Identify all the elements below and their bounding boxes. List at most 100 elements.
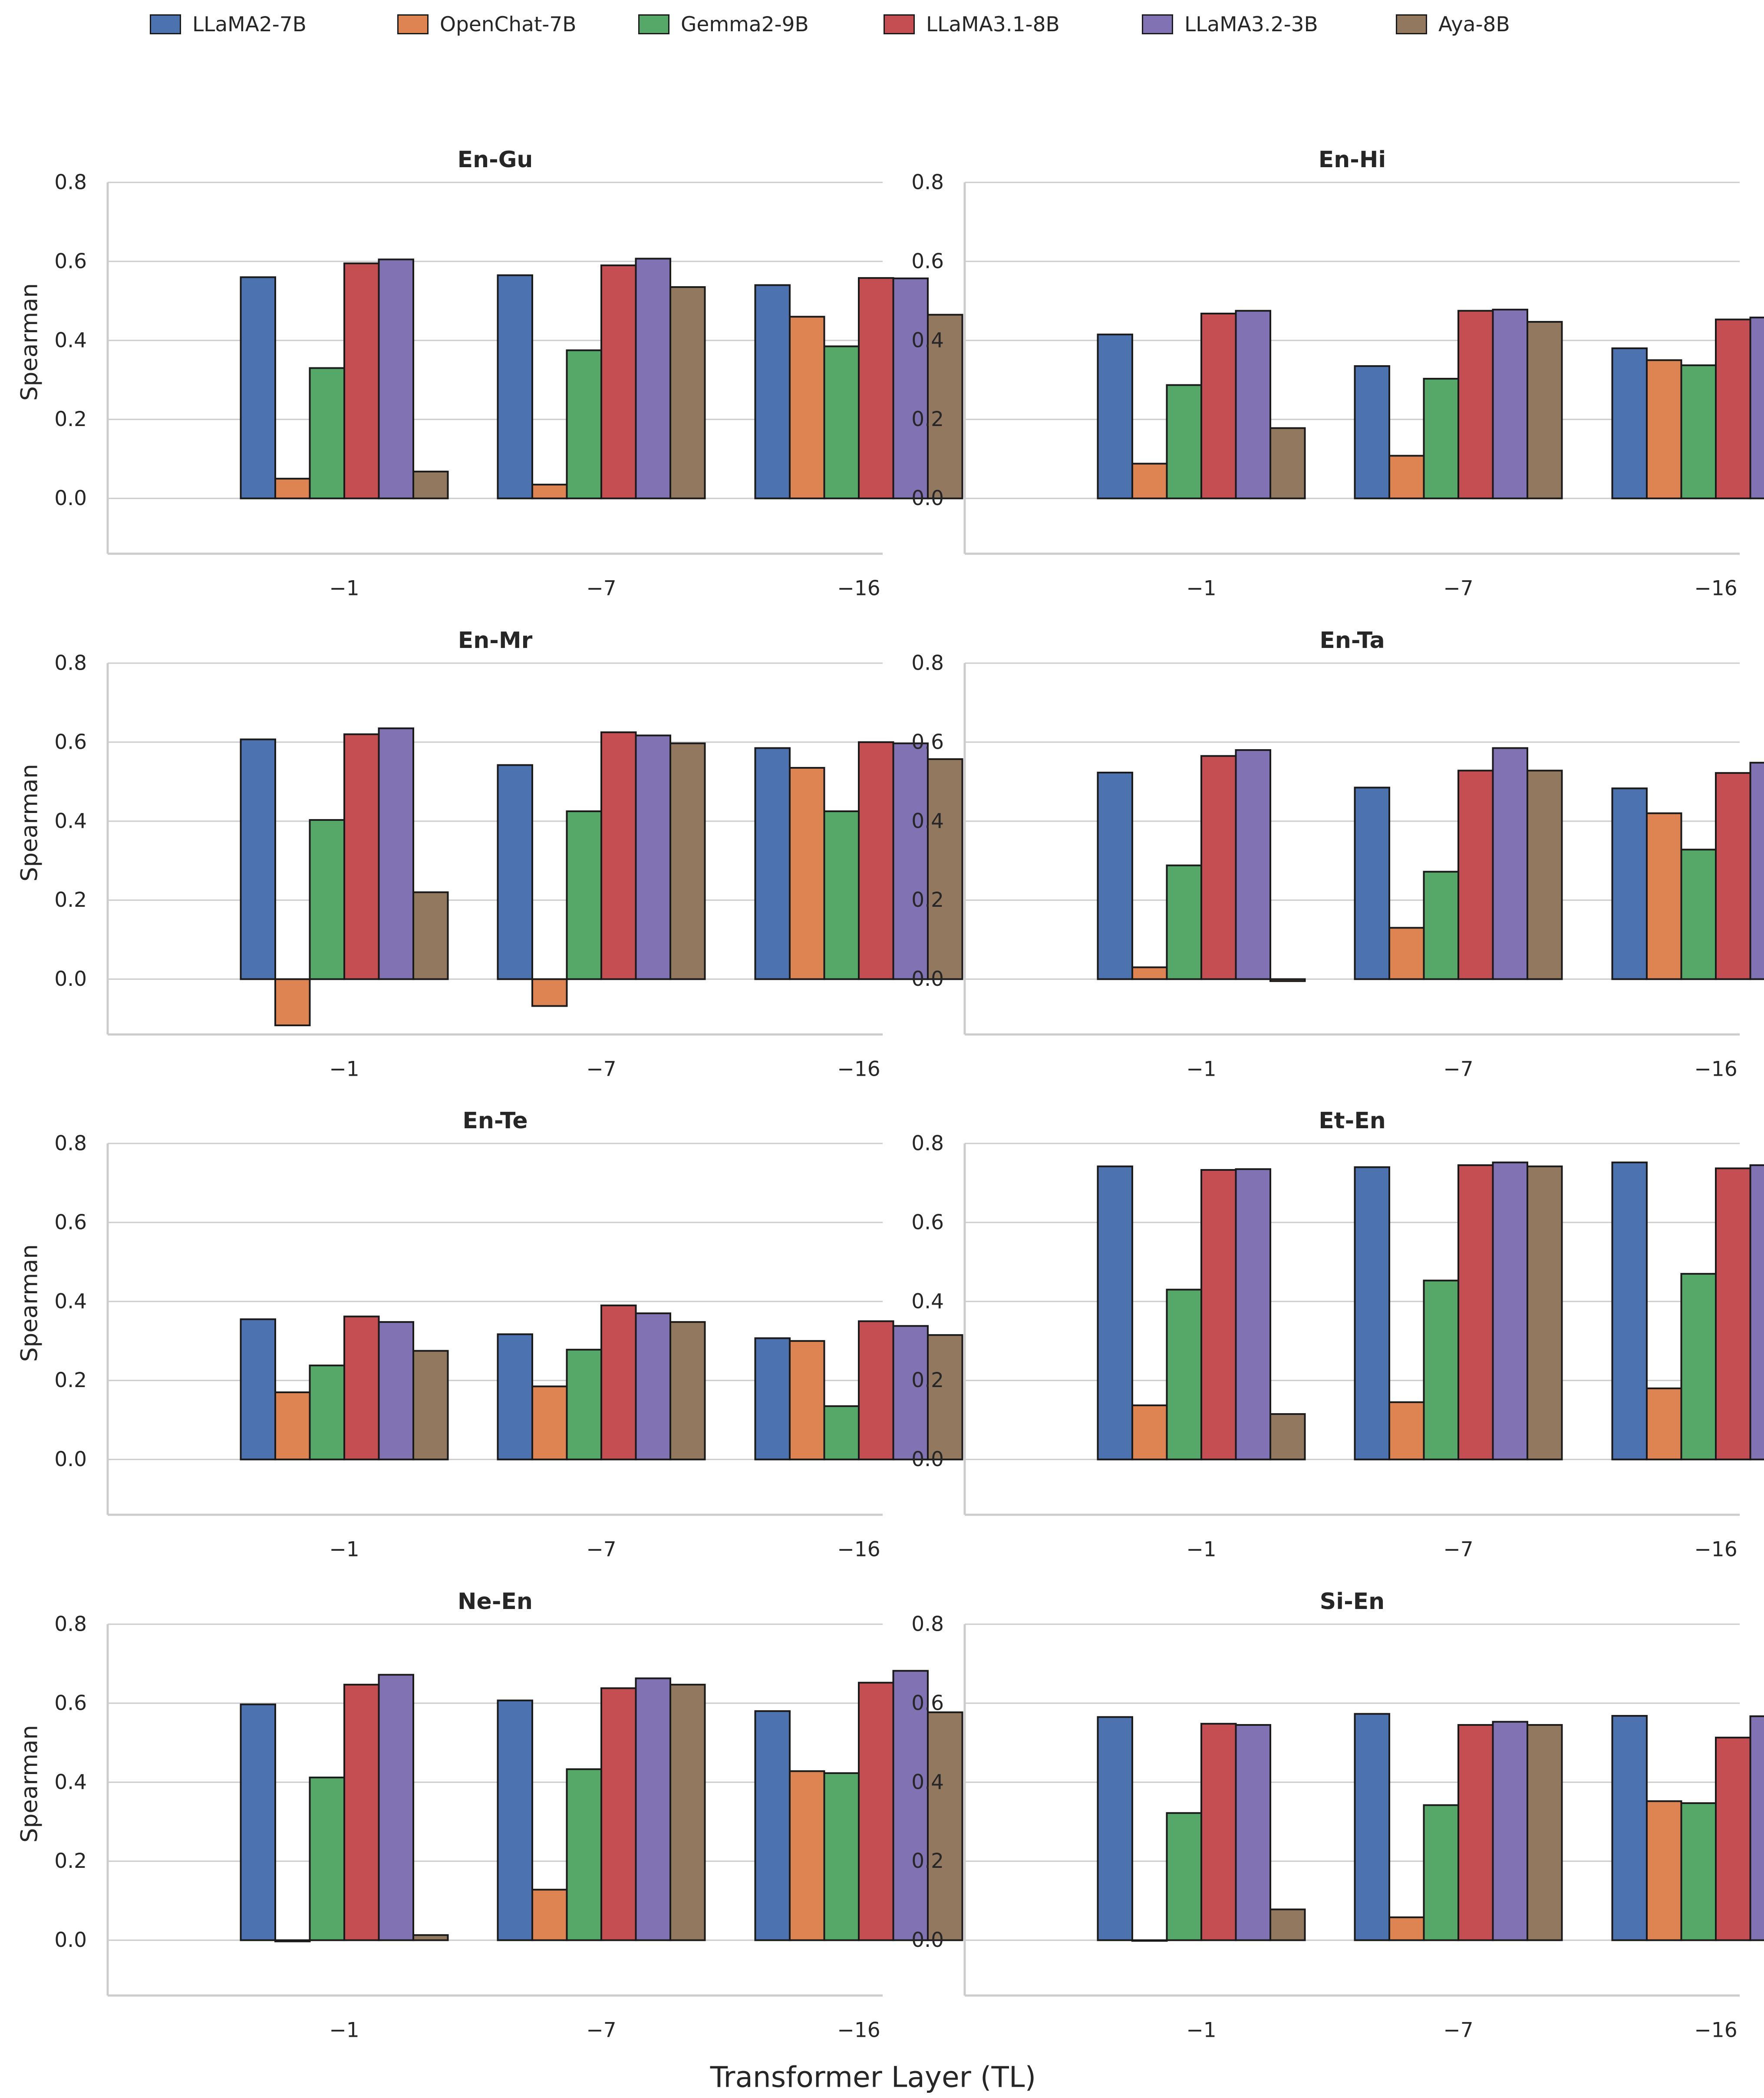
legend-item: Gemma2-9B [638,11,809,37]
bar [343,733,380,980]
y-tick-label: 0.4 [911,809,944,833]
bar [497,1333,533,1460]
x-tick-label: −16 [1694,1057,1737,1081]
bar [1097,334,1133,499]
legend-swatch [150,14,181,34]
bar [1715,1737,1751,1941]
bar [1527,321,1563,499]
bar [892,742,929,980]
bar [1680,364,1717,499]
bar [566,1768,602,1941]
legend-swatch [884,14,915,34]
bar [1646,1800,1682,1941]
bar [635,1312,671,1460]
x-tick-label: −16 [1694,577,1737,601]
legend: LLaMA2-7B OpenChat-7B Gemma2-9B LLaMA3.1-8B… [0,0,1764,56]
y-tick-label: 0.6 [911,1691,944,1715]
bar [823,810,860,980]
y-tick-label: 0.4 [54,328,87,352]
bar [823,1405,860,1460]
x-tick-label: −7 [1443,577,1473,601]
bar [1200,1723,1237,1941]
bar [1492,308,1528,499]
bar [1166,384,1202,499]
y-tick-label: 0.0 [911,1928,944,1952]
bar [669,1684,706,1941]
legend-item: OpenChat-7B [397,11,576,37]
y-tick-label: 0.8 [911,1612,944,1636]
bar [789,767,825,980]
subplot-title: Si-En [1320,1589,1385,1615]
x-tick-label: −1 [1186,1057,1216,1081]
bar [1527,770,1563,980]
bar [1457,1164,1494,1460]
bar [823,345,860,499]
bar [1269,1413,1306,1460]
y-tick-label: 0.2 [911,407,944,431]
y-tick-label: 0.8 [54,171,87,195]
bar [1680,1273,1717,1460]
bar [789,1340,825,1460]
bar [412,891,449,980]
y-tick-label: 0.4 [911,1289,944,1313]
bar [497,764,533,980]
bar [1354,365,1390,499]
bar [1354,1713,1390,1941]
y-tick-label: 0.6 [911,249,944,273]
bar [309,1776,345,1941]
bar [789,316,825,499]
bar [1492,1721,1528,1941]
bar [1611,1161,1648,1460]
bar [600,1304,637,1460]
bar [1611,787,1648,980]
subplot-en-mr: 0.0 0.2 0.4 0.6 0.8 −1 −7 −16 En-Mr Spearman [16,628,963,1081]
bar [754,747,791,980]
y-tick-label: 0.8 [911,171,944,195]
legend-label: Aya-8B [1438,12,1510,36]
x-tick-label: −16 [837,2019,880,2042]
y-tick-label: 0.2 [54,1849,87,1873]
bar [1235,1724,1271,1941]
y-tick-label: 0.6 [54,249,87,273]
x-tick-label: −1 [1186,577,1216,601]
legend-swatch [397,14,429,34]
x-axis-label: Transformer Layer (TL) [710,2060,1036,2094]
bar [1423,871,1459,980]
bar [566,1348,602,1460]
bar [378,1321,414,1460]
bar [497,274,533,499]
y-tick-label: 0.0 [54,486,87,510]
bar [754,1337,791,1460]
bar [1166,1289,1202,1460]
y-tick-label: 0.4 [54,1289,87,1313]
bar [1269,427,1306,499]
bar [1457,1724,1494,1941]
x-tick-label: −1 [329,1057,359,1081]
bar [497,1699,533,1941]
subplot-en-ta: 0.0 0.2 0.4 0.6 0.8 −1 −7 −16 En-Ta [911,628,1764,1081]
bar [1457,770,1494,980]
bar [1527,1165,1563,1460]
legend-label: LLaMA2-7B [192,12,307,36]
bar [1166,1812,1202,1941]
legend-label: Gemma2-9B [681,12,809,36]
bar [1131,463,1168,499]
y-tick-label: 0.8 [54,1612,87,1636]
bar [858,1320,894,1460]
bar [566,349,602,499]
x-tick-label: −1 [1186,2019,1216,2042]
bar [1457,310,1494,499]
subplot-title: En-Hi [1319,147,1386,173]
bar [1097,771,1133,980]
y-tick-label: 0.6 [911,730,944,754]
bar [600,1687,637,1941]
bar [1646,359,1682,499]
bar [1492,1161,1528,1460]
bar [1715,772,1751,980]
subplot-title: En-Te [462,1108,528,1134]
legend-swatch [1396,14,1427,34]
bar [754,1710,791,1941]
legend-swatch [1142,14,1173,34]
